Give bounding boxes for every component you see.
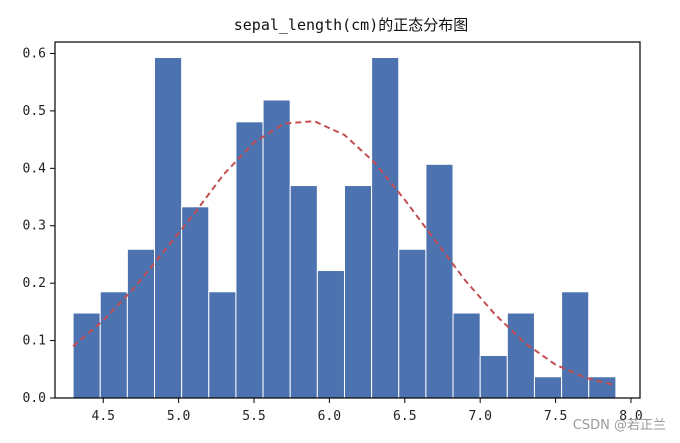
y-tick-label: 0.0 [23,391,46,406]
histogram-bar-17 [506,312,535,399]
histogram-bar-12 [371,57,400,399]
normal-curve [72,120,617,387]
histogram-bar-15 [452,312,481,399]
histogram-bar-3 [126,248,156,399]
y-tick-label: 0.6 [23,46,46,61]
histogram-bar-1 [72,312,101,399]
x-tick-label: 7.0 [468,409,491,424]
histogram-bar-4 [154,57,183,399]
histogram-bar-16 [479,355,508,399]
x-tick-label: 6.5 [393,409,416,424]
y-tick-label: 0.4 [23,161,47,176]
histogram-bar-7 [235,121,264,399]
histogram-bar-9 [289,185,318,399]
x-tick-label: 4.5 [92,409,115,424]
x-tick-label: 6.0 [318,409,341,424]
y-tick-label: 0.3 [23,219,46,234]
histogram-bar-19 [561,291,590,399]
bars-group [72,57,617,399]
histogram-bar-6 [208,291,237,399]
x-tick-label: 7.5 [544,409,567,424]
y-tick-label: 0.5 [23,104,46,119]
y-axis: 0.0 0.1 0.2 0.3 0.4 0.5 0.6 [23,46,55,406]
x-tick-label: 8.0 [619,409,642,424]
histogram-bar-10 [316,270,345,399]
histogram-bar-14 [425,163,454,399]
plot-frame [54,41,641,399]
y-tick-label: 0.1 [23,334,46,349]
histogram-bar-18 [533,376,563,399]
histogram-bar-13 [398,248,427,399]
histogram-bar-11 [343,185,373,399]
x-tick-label: 5.0 [167,409,190,424]
histogram-bar-5 [181,206,210,399]
x-axis: 4.5 5.0 5.5 6.0 6.5 7.0 7.5 8.0 [92,398,643,424]
watermark: CSDN @若正兰 [572,418,666,433]
chart-title: sepal_length(cm)的正态分布图 [234,16,469,34]
x-tick-label: 5.5 [242,409,265,424]
histogram-bar-20 [588,376,617,399]
histogram-bar-2 [99,291,128,399]
histogram-bar-8 [262,99,291,399]
y-tick-label: 0.2 [23,276,46,291]
